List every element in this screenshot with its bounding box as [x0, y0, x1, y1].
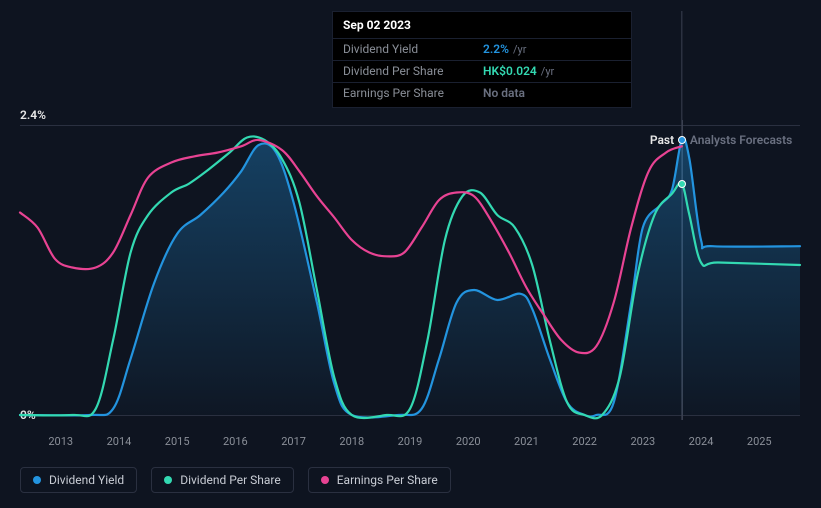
x-axis-label: 2016: [223, 435, 248, 448]
legend-label: Dividend Per Share: [180, 473, 281, 487]
tooltip-key: Earnings Per Share: [343, 85, 483, 101]
legend-dot-icon: [321, 476, 329, 484]
x-axis-label: 2019: [398, 435, 423, 448]
series-marker: [678, 136, 686, 144]
x-axis-label: 2025: [747, 435, 772, 448]
x-axis-label: 2018: [339, 435, 364, 448]
series-marker: [678, 180, 686, 188]
tooltip-key: Dividend Yield: [343, 41, 483, 58]
x-axis-label: 2013: [48, 435, 73, 448]
x-axis-label: 2014: [107, 435, 132, 448]
x-axis-label: 2021: [514, 435, 539, 448]
x-axis-label: 2023: [630, 435, 655, 448]
legend-label: Dividend Yield: [49, 473, 124, 487]
tooltip-row: Dividend Per ShareHK$0.024/yr: [333, 60, 631, 82]
tooltip-value: No data: [483, 85, 525, 101]
x-axis-label: 2017: [281, 435, 306, 448]
x-axis: 2013 2014 2015 2016 2017 2018 2019 2020 2021 2022…: [20, 435, 800, 455]
legend-item-dividend-per-share[interactable]: Dividend Per Share: [151, 467, 294, 493]
earnings_per_share-line: [20, 140, 682, 353]
tooltip-row: Earnings Per ShareNo data: [333, 82, 631, 103]
chart-plot[interactable]: [20, 115, 800, 420]
legend-dot-icon: [164, 476, 172, 484]
x-axis-label: 2020: [456, 435, 481, 448]
x-axis-label: 2024: [689, 435, 714, 448]
tooltip-value: HK$0.024/yr: [483, 63, 554, 80]
dividend-chart: 2.4%0% Past Analysts Forecasts 201320142…: [0, 0, 821, 508]
legend-item-earnings-per-share[interactable]: Earnings Per Share: [308, 467, 451, 493]
tooltip-value: 2.2%/yr: [483, 41, 526, 58]
x-axis-label: 2022: [572, 435, 597, 448]
tooltip-date: Sep 02 2023: [333, 16, 631, 38]
legend-dot-icon: [33, 476, 41, 484]
legend-item-dividend-yield[interactable]: Dividend Yield: [20, 467, 137, 493]
tooltip-key: Dividend Per Share: [343, 63, 483, 80]
x-axis-label: 2015: [165, 435, 190, 448]
legend-label: Earnings Per Share: [337, 473, 438, 487]
chart-tooltip: Sep 02 2023 Dividend Yield2.2%/yrDividen…: [332, 11, 632, 108]
chart-legend: Dividend Yield Dividend Per Share Earnings…: [20, 467, 451, 493]
tooltip-row: Dividend Yield2.2%/yr: [333, 38, 631, 60]
